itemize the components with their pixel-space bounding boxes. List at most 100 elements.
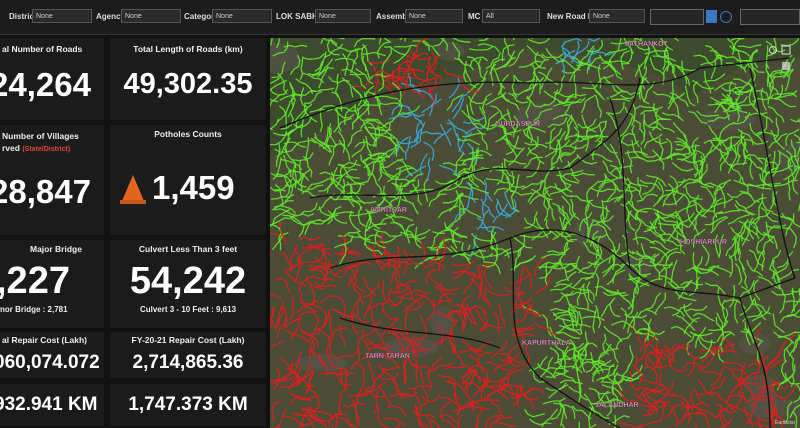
road [337, 161, 361, 167]
road [508, 48, 525, 67]
filter-select[interactable]: None [121, 9, 181, 23]
filter-select[interactable]: None [315, 9, 371, 23]
road [270, 194, 295, 200]
road [535, 323, 557, 336]
road [710, 198, 733, 209]
road [476, 129, 488, 150]
road [749, 123, 764, 143]
road [442, 162, 467, 166]
filter-select[interactable]: None [212, 9, 272, 23]
search-button[interactable] [769, 46, 777, 54]
road [602, 291, 627, 297]
road [332, 366, 355, 375]
map[interactable]: PATHANKOT GURDASPUR AMRITSAR HOSHIARPUR KAPU… [270, 38, 800, 428]
road [351, 403, 360, 426]
road [522, 129, 539, 148]
road [455, 189, 465, 213]
road [560, 365, 583, 374]
calendar-button[interactable] [706, 10, 717, 23]
road [783, 166, 800, 181]
road [555, 324, 578, 334]
road [681, 60, 688, 85]
road [406, 385, 431, 390]
road [694, 326, 707, 348]
date-input[interactable] [650, 9, 704, 25]
road [483, 261, 501, 275]
road [784, 401, 793, 424]
road [363, 234, 383, 246]
basemap-button[interactable] [782, 62, 790, 70]
road [561, 350, 567, 375]
filter-select[interactable]: All [482, 9, 540, 23]
road [394, 280, 417, 290]
road [734, 199, 754, 216]
road [643, 133, 663, 149]
road [455, 152, 465, 175]
road [603, 173, 620, 192]
road [461, 154, 484, 165]
road [448, 192, 463, 213]
road [726, 394, 747, 403]
road [476, 217, 495, 233]
road [420, 130, 444, 136]
road [471, 232, 494, 242]
road [771, 164, 794, 177]
road [692, 80, 699, 103]
filter-select[interactable]: None [589, 9, 645, 23]
road [784, 68, 795, 92]
road [318, 266, 329, 288]
road [318, 206, 339, 218]
road [487, 386, 509, 400]
road [405, 293, 426, 310]
road [356, 305, 369, 323]
road [793, 157, 800, 181]
road [290, 319, 300, 342]
road [374, 95, 399, 100]
road [668, 343, 681, 365]
road [569, 338, 576, 362]
road [377, 69, 385, 92]
road [634, 207, 653, 221]
road [737, 231, 745, 255]
road [590, 51, 614, 56]
card-value: 24,264 [0, 66, 91, 103]
road [790, 291, 800, 314]
road [350, 185, 366, 205]
road [612, 386, 619, 409]
filter-select[interactable]: None [405, 9, 463, 23]
road [452, 97, 465, 120]
road [719, 148, 734, 168]
road [383, 38, 392, 43]
road [698, 391, 722, 398]
road [609, 143, 621, 166]
road [310, 268, 327, 284]
card-title: Number of Villages [2, 131, 79, 141]
road [568, 386, 588, 401]
road [352, 76, 373, 88]
road [577, 287, 595, 301]
road [762, 168, 774, 190]
clock-button[interactable] [720, 11, 732, 23]
road [270, 308, 275, 329]
date-input[interactable] [740, 9, 800, 25]
layers-button[interactable] [781, 45, 791, 55]
road [681, 401, 705, 410]
road [793, 383, 800, 404]
road [322, 143, 346, 150]
road [467, 183, 473, 208]
road [555, 271, 577, 285]
road [320, 38, 325, 44]
road [270, 340, 283, 348]
filter-select[interactable]: None [32, 9, 92, 23]
road [397, 388, 418, 397]
road [511, 235, 533, 249]
road [592, 309, 597, 334]
road [373, 92, 383, 116]
urban-area [624, 255, 653, 276]
road [362, 281, 380, 298]
road [742, 141, 747, 166]
road [411, 348, 431, 360]
road [559, 155, 580, 172]
road [753, 358, 761, 380]
road [373, 80, 394, 95]
